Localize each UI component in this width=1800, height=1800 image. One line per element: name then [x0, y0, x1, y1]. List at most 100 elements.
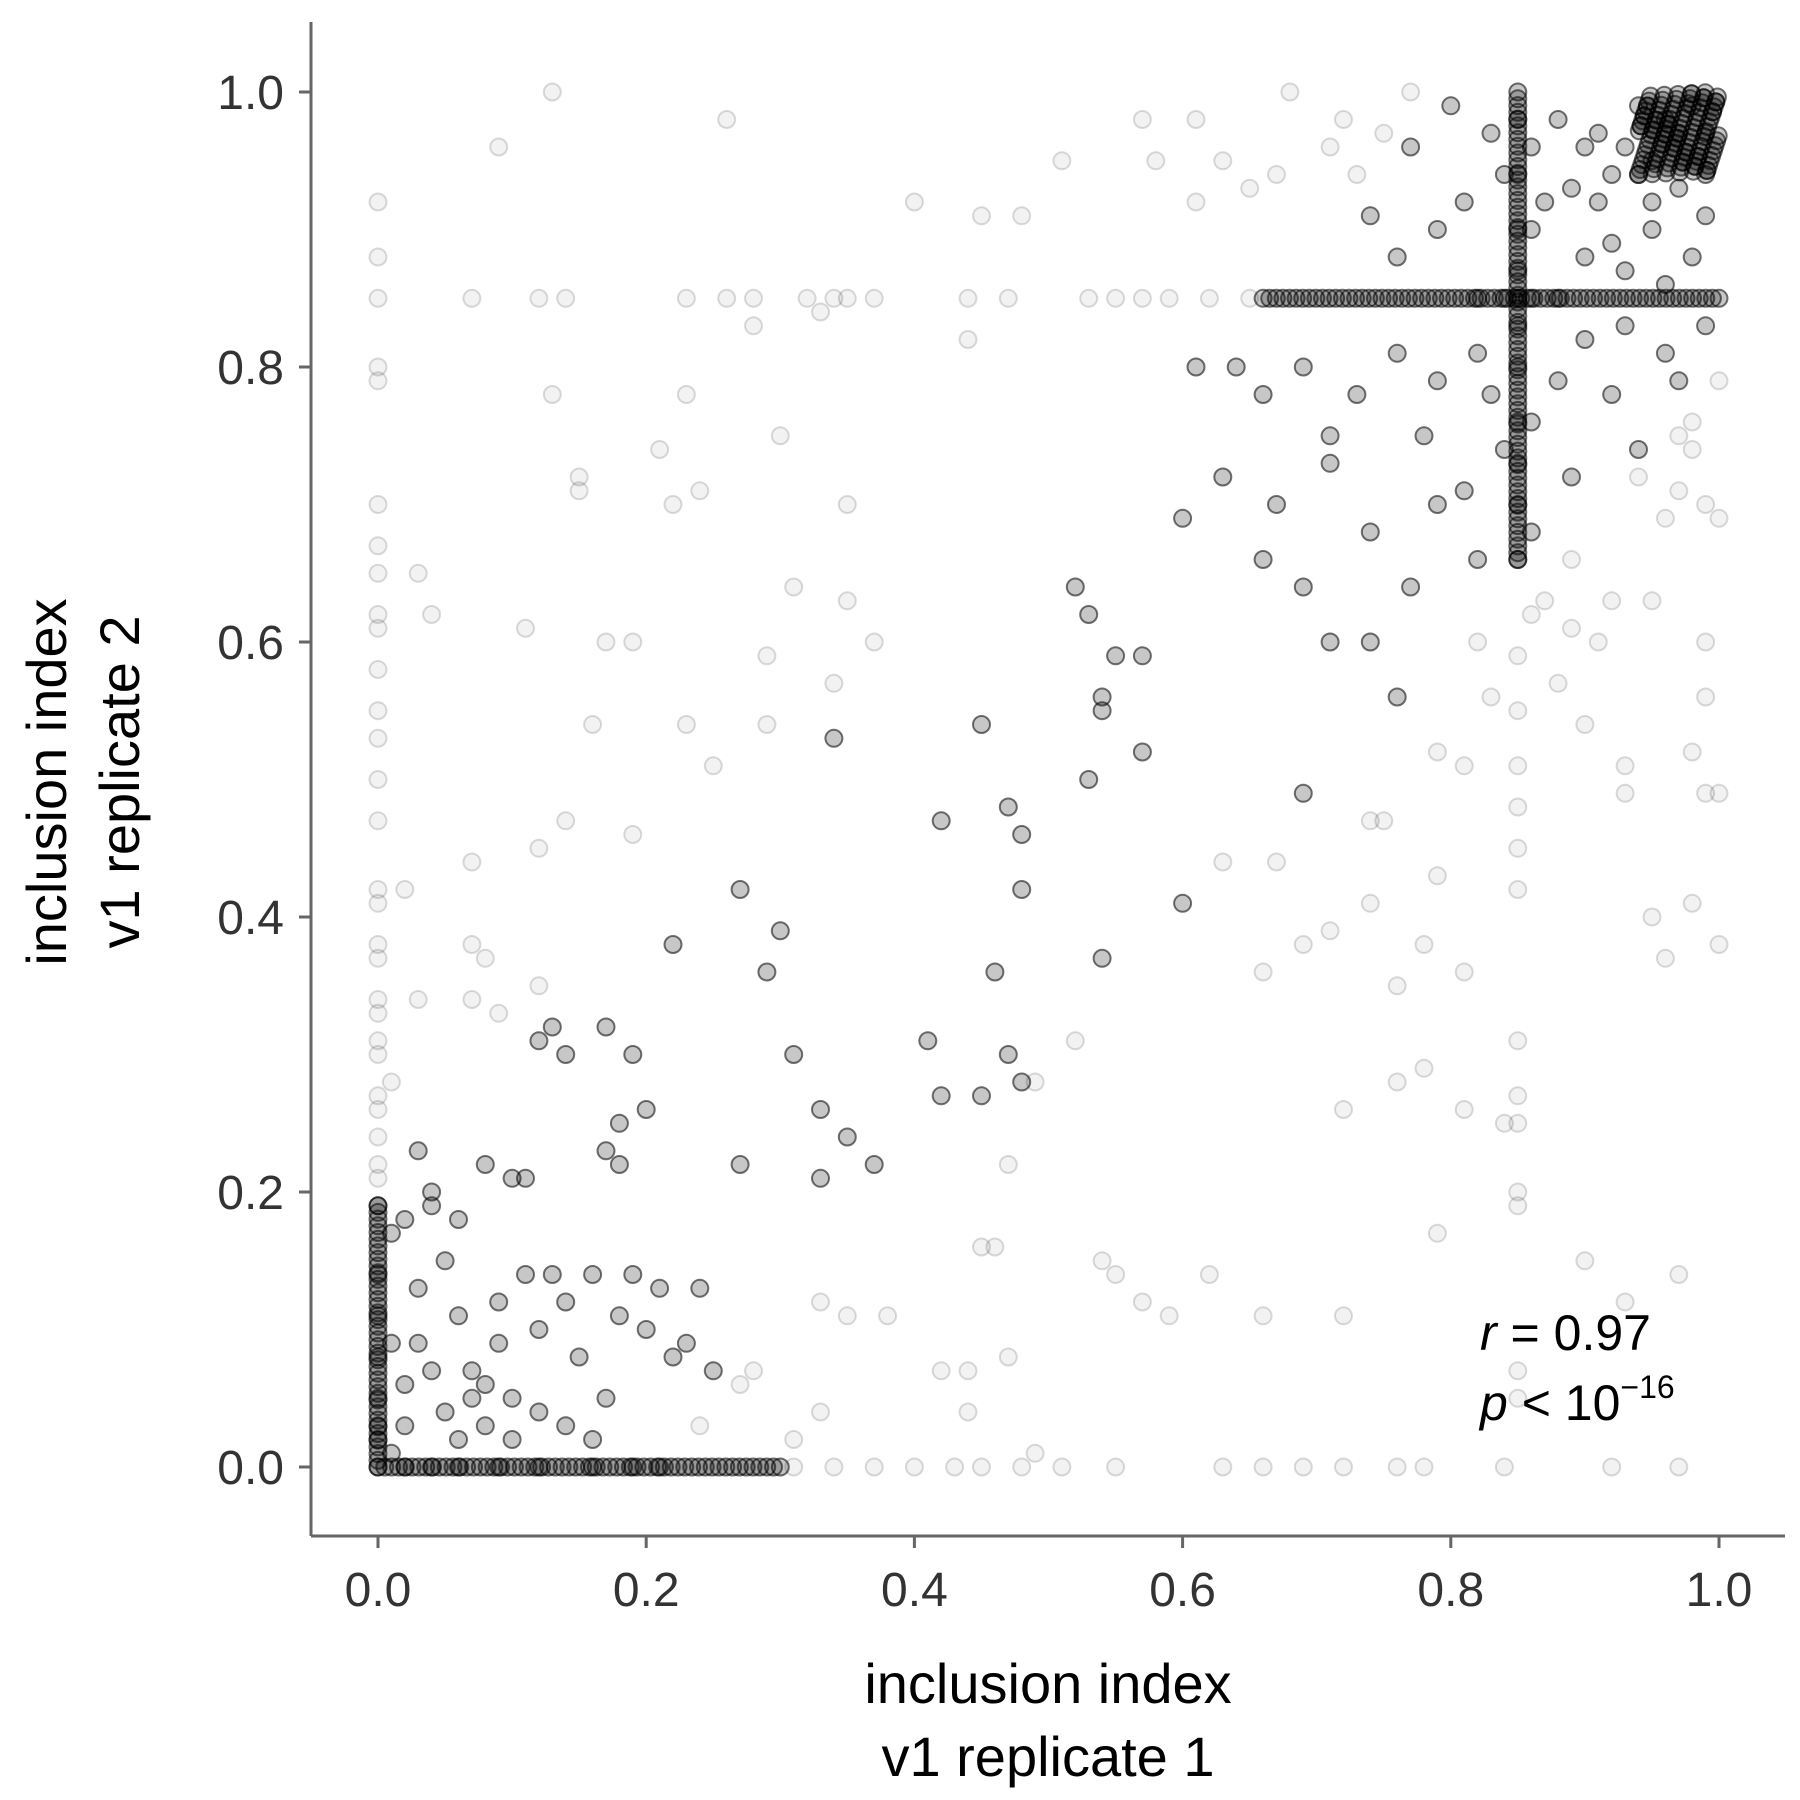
- data-point-dark: [556, 1416, 576, 1436]
- data-point-dark: [462, 1388, 482, 1408]
- data-point-dark: [757, 962, 777, 982]
- data-point-band-h: [1465, 288, 1484, 308]
- x-tick-label: 0.0: [345, 1564, 412, 1617]
- data-point-light: [998, 288, 1018, 308]
- data-point-band-y0: [368, 1383, 388, 1403]
- data-point-light: [676, 715, 696, 734]
- data-point-dark: [1615, 261, 1635, 281]
- data-point-corner: [1682, 84, 1702, 104]
- data-point-band-v: [1508, 346, 1528, 366]
- data-point-band-x0: [634, 1457, 654, 1477]
- data-point-band-x0: [457, 1457, 477, 1477]
- data-point-band-v: [1508, 184, 1528, 204]
- data-point-band-h: [1352, 288, 1372, 308]
- data-point-dark: [811, 1100, 830, 1119]
- data-point-dark: [516, 1168, 535, 1188]
- data-point-band-y0: [368, 1357, 388, 1376]
- data-point-light: [475, 948, 495, 968]
- data-point-dark: [1548, 110, 1568, 129]
- data-point-light: [1025, 1443, 1045, 1463]
- data-point-dark: [663, 1347, 683, 1367]
- data-point-light: [1360, 811, 1380, 831]
- data-point-light: [422, 605, 442, 624]
- data-point-dark: [676, 1333, 696, 1353]
- data-point-dark: [1588, 123, 1608, 143]
- data-point-dark: [1360, 632, 1380, 652]
- data-point-dark: [1548, 371, 1568, 391]
- data-point-dark: [931, 811, 951, 831]
- data-point-band-y0: [368, 1397, 388, 1417]
- data-point-dark: [408, 1141, 428, 1161]
- data-point-dark: [542, 1265, 562, 1284]
- data-point-light: [1106, 288, 1126, 308]
- data-point-light: [1320, 921, 1340, 941]
- data-point-light: [676, 385, 696, 404]
- data-point-light: [1186, 192, 1206, 212]
- data-point-band-x0: [382, 1457, 402, 1477]
- data-point-dark: [1320, 426, 1340, 446]
- data-point-dark: [1414, 426, 1434, 446]
- data-point-light: [556, 811, 576, 831]
- data-point-light: [1669, 481, 1689, 501]
- data-point-light: [1387, 1457, 1407, 1477]
- data-point-light: [1199, 288, 1219, 308]
- data-point-band-h: [1630, 288, 1650, 308]
- data-point-light: [1414, 1058, 1434, 1078]
- y-axis-label-line1: inclusion index: [15, 598, 78, 965]
- data-point-dark: [449, 1210, 468, 1229]
- data-point-dark: [408, 1333, 428, 1353]
- data-point-light: [368, 605, 388, 624]
- data-point-dark: [1454, 192, 1474, 212]
- data-point-band-x0: [716, 1457, 736, 1477]
- data-point-band-x0: [470, 1457, 490, 1477]
- data-point-band-x0: [532, 1457, 552, 1477]
- data-point-light: [542, 385, 562, 404]
- data-point-light: [368, 357, 388, 377]
- data-point-dark: [1173, 508, 1193, 528]
- data-point-light: [368, 1003, 388, 1023]
- data-point-light: [1025, 1072, 1045, 1092]
- data-point-light: [972, 1237, 991, 1257]
- data-point-dark: [1441, 96, 1461, 116]
- data-point-band-h: [1365, 288, 1385, 308]
- data-point-light: [1682, 893, 1702, 913]
- x-axis-label-line1: inclusion index: [864, 1652, 1231, 1715]
- data-point-band-h: [1260, 288, 1280, 308]
- data-point-band-x0: [682, 1457, 702, 1477]
- data-point-dark: [1468, 550, 1488, 569]
- data-point-band-x0: [729, 1457, 749, 1477]
- data-point-band-x0: [702, 1457, 722, 1477]
- data-point-dark: [475, 1375, 495, 1394]
- data-point-light: [1669, 426, 1689, 446]
- data-point-band-v: [1508, 150, 1528, 170]
- data-point-dark: [1655, 343, 1675, 363]
- data-point-band-h: [1326, 288, 1346, 308]
- data-point-light: [1508, 880, 1528, 899]
- data-point-light: [368, 893, 388, 913]
- data-point-band-y0: [368, 1249, 388, 1269]
- data-point-light: [368, 948, 388, 968]
- data-point-dark: [1320, 453, 1340, 473]
- data-point-light: [998, 1155, 1018, 1174]
- data-point-band-h: [1610, 288, 1630, 308]
- data-point-light: [972, 1457, 991, 1477]
- data-point-light: [1508, 1182, 1528, 1202]
- data-point-band-h: [1273, 288, 1293, 308]
- data-point-dark: [1267, 495, 1286, 514]
- data-point-dark: [663, 935, 683, 954]
- data-point-dark: [583, 1265, 603, 1284]
- data-point-light: [717, 110, 737, 129]
- data-point-band-h: [1623, 288, 1643, 308]
- data-point-band-x0: [641, 1457, 661, 1477]
- data-point-band-x0: [539, 1457, 558, 1477]
- data-point-light: [1414, 935, 1434, 954]
- data-point-band-h: [1636, 288, 1656, 308]
- data-point-band-x0: [511, 1457, 531, 1477]
- data-point-band-x0: [736, 1457, 756, 1477]
- data-point-dark: [1427, 495, 1447, 514]
- data-point-dark: [1696, 316, 1716, 336]
- data-point-light: [1253, 1457, 1273, 1477]
- data-point-dark: [542, 1017, 562, 1037]
- dark-points-layer: [368, 82, 1729, 1477]
- data-point-dark: [1454, 481, 1474, 501]
